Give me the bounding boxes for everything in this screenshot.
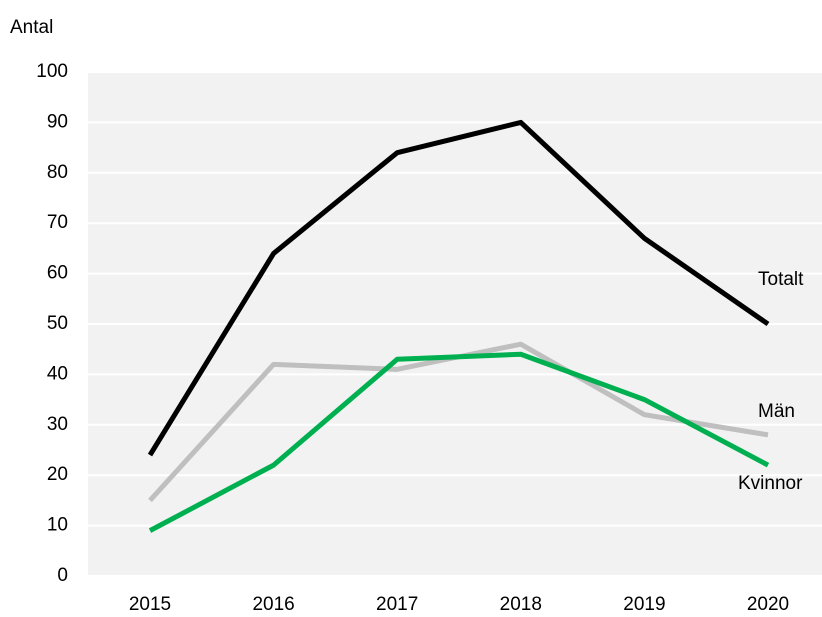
y-tick-label: 60: [47, 263, 68, 284]
y-tick-label: 40: [47, 363, 68, 384]
y-tick-label: 70: [47, 212, 68, 233]
series-line: [148, 351, 770, 533]
series-line: [147, 119, 770, 457]
y-tick-label: 80: [47, 162, 68, 183]
x-tick-label: 2016: [252, 594, 294, 615]
y-tick-label: 0: [57, 565, 68, 586]
series-label: Totalt: [758, 269, 804, 290]
y-tick-label: 30: [47, 414, 68, 435]
x-tick-label: 2017: [376, 594, 418, 615]
y-tick-label: 50: [47, 313, 68, 334]
x-tick-label: 2020: [747, 594, 789, 615]
x-tick-label: 2019: [623, 594, 665, 615]
y-tick-label: 100: [36, 61, 68, 82]
y-axis-label: Antal: [10, 17, 53, 38]
y-tick-label: 20: [47, 464, 68, 485]
y-tick-label: 90: [47, 111, 68, 132]
y-tick-label: 10: [47, 515, 68, 536]
series-label: Kvinnor: [738, 473, 803, 494]
series-label: Män: [758, 401, 795, 422]
x-tick-label: 2015: [129, 594, 171, 615]
x-tick-label: 2018: [500, 594, 542, 615]
